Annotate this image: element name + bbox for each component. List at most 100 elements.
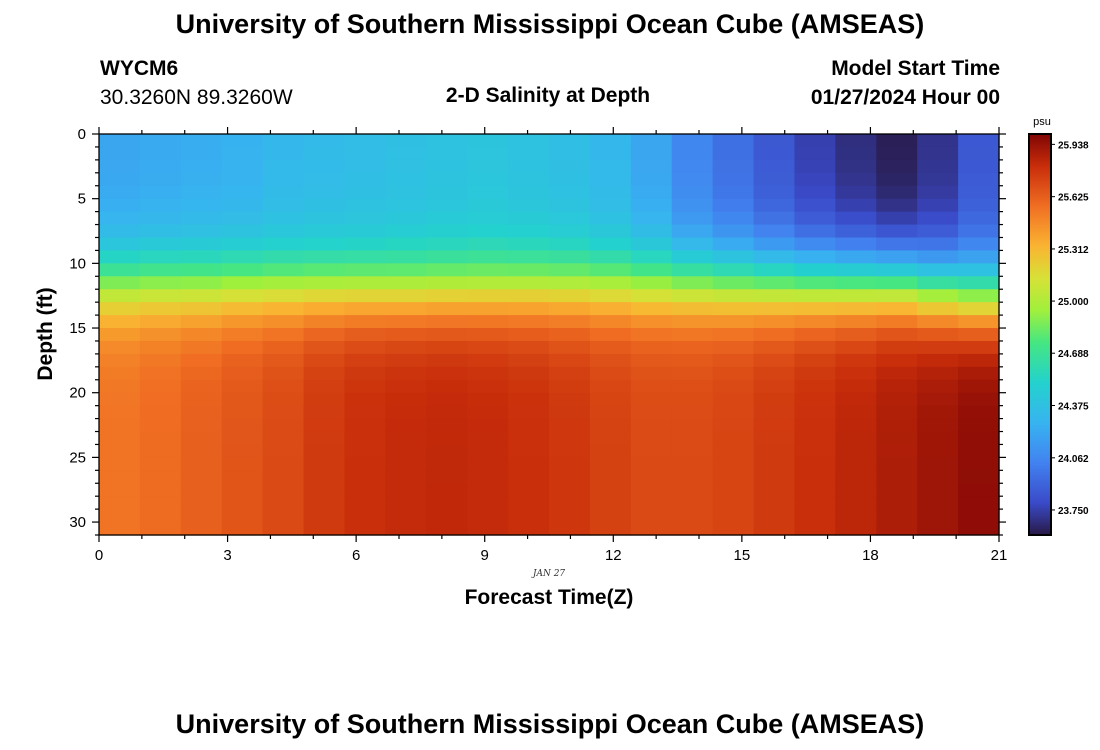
heatmap-cell bbox=[385, 496, 427, 510]
heatmap-cell bbox=[344, 418, 386, 433]
heatmap-cell bbox=[508, 418, 550, 433]
heatmap-cell bbox=[712, 276, 755, 290]
heatmap-cell bbox=[180, 405, 223, 420]
heatmap-cell bbox=[303, 302, 346, 316]
heatmap-cell bbox=[262, 224, 305, 239]
heatmap-cell bbox=[467, 392, 509, 407]
heatmap-cell bbox=[508, 496, 550, 510]
heatmap-cell bbox=[508, 522, 550, 536]
heatmap-cell bbox=[835, 457, 877, 471]
heatmap-cell bbox=[221, 211, 264, 226]
heatmap-cell bbox=[426, 224, 468, 239]
heatmap-cell bbox=[753, 263, 796, 277]
heatmap-cell bbox=[958, 366, 1000, 381]
heatmap-cell bbox=[835, 302, 877, 316]
heatmap-cell bbox=[467, 159, 509, 174]
heatmap-cell bbox=[958, 237, 1000, 252]
heatmap-cell bbox=[344, 353, 386, 368]
heatmap-cell bbox=[917, 405, 959, 420]
heatmap-cell bbox=[139, 276, 182, 290]
heatmap-cell bbox=[303, 211, 346, 226]
heatmap-cell bbox=[630, 444, 673, 458]
heatmap-cell bbox=[180, 172, 223, 187]
heatmap-cell bbox=[876, 340, 918, 355]
heatmap-cell bbox=[385, 302, 427, 316]
heatmap-cell bbox=[630, 224, 673, 239]
heatmap-cell bbox=[303, 146, 346, 161]
heatmap-cell bbox=[426, 250, 468, 264]
heatmap-cell bbox=[344, 483, 386, 497]
heatmap-cell bbox=[589, 431, 632, 446]
heatmap-cell bbox=[508, 250, 550, 264]
heatmap-cell bbox=[508, 379, 550, 394]
salinity-heatmap-plot: 0 3 6 9 12 15 18 21 0 5 10 15 20 25 30 Forecast Time(Z… bbox=[34, 126, 1007, 609]
heatmap-cell bbox=[753, 353, 796, 368]
heatmap-cell bbox=[712, 172, 755, 187]
x-tick-label: 12 bbox=[605, 547, 622, 564]
heatmap-cell bbox=[549, 483, 591, 497]
heatmap-cell bbox=[139, 418, 182, 433]
y-tick-label: 0 bbox=[78, 126, 86, 143]
heatmap-cell bbox=[508, 289, 550, 303]
heatmap-cell bbox=[549, 509, 591, 523]
heatmap-cell bbox=[671, 509, 714, 523]
heatmap-cell bbox=[139, 250, 182, 264]
heatmap-cell bbox=[589, 340, 632, 355]
heatmap-cell bbox=[467, 470, 509, 484]
heatmap-cell bbox=[467, 483, 509, 497]
heatmap-cell bbox=[344, 185, 386, 200]
heatmap-cell bbox=[671, 263, 714, 277]
heatmap-cell bbox=[262, 159, 305, 174]
heatmap-cell bbox=[139, 328, 182, 342]
heatmap-cell bbox=[549, 340, 591, 355]
heatmap-cell bbox=[549, 172, 591, 187]
date-annotation: JAN 27 bbox=[532, 569, 566, 579]
heatmap-cell bbox=[303, 496, 346, 510]
heatmap-cell bbox=[221, 172, 264, 187]
heatmap-cell bbox=[385, 340, 427, 355]
heatmap-cell bbox=[630, 496, 673, 510]
heatmap-cell bbox=[753, 250, 796, 264]
heatmap-cell bbox=[876, 522, 918, 536]
heatmap-cell bbox=[917, 457, 959, 471]
heatmap-cell bbox=[426, 405, 468, 420]
heatmap-cell bbox=[426, 470, 468, 484]
heatmap-cell bbox=[958, 328, 1000, 342]
heatmap-cell bbox=[753, 302, 796, 316]
heatmap-cell bbox=[344, 289, 386, 303]
heatmap-cell bbox=[712, 185, 755, 200]
heatmap-cell bbox=[344, 431, 386, 446]
heatmap-cell bbox=[303, 366, 346, 381]
heatmap-cell bbox=[385, 211, 427, 226]
heatmap-cell bbox=[303, 431, 346, 446]
heatmap-cell bbox=[262, 263, 305, 277]
heatmap-cell bbox=[876, 366, 918, 381]
heatmap-cell bbox=[262, 457, 305, 471]
heatmap-cell bbox=[630, 457, 673, 471]
heatmap-cell bbox=[385, 289, 427, 303]
heatmap-cell bbox=[385, 405, 427, 420]
heatmap-cell bbox=[794, 470, 836, 484]
heatmap-cell bbox=[549, 198, 591, 213]
y-axis-label: Depth (ft) bbox=[34, 287, 57, 380]
heatmap-cell bbox=[794, 418, 836, 433]
heatmap-cell bbox=[344, 172, 386, 187]
heatmap-cell bbox=[753, 159, 796, 174]
heatmap-cell bbox=[262, 134, 305, 148]
heatmap-cell bbox=[917, 263, 959, 277]
heatmap-cell bbox=[221, 418, 264, 433]
heatmap-cell bbox=[303, 457, 346, 471]
page-title: University of Southern Mississippi Ocean… bbox=[175, 9, 925, 39]
heatmap-cell bbox=[917, 146, 959, 161]
heatmap-cell bbox=[99, 353, 141, 368]
heatmap-cell bbox=[835, 276, 877, 290]
heatmap-cell bbox=[467, 353, 509, 368]
heatmap-cell bbox=[589, 211, 632, 226]
heatmap-cell bbox=[262, 483, 305, 497]
heatmap-cell bbox=[835, 379, 877, 394]
heatmap-cell bbox=[835, 522, 877, 536]
heatmap-cell bbox=[835, 237, 877, 252]
heatmap-cell bbox=[876, 263, 918, 277]
heatmap-cell bbox=[835, 315, 877, 329]
heatmap-cell bbox=[549, 289, 591, 303]
